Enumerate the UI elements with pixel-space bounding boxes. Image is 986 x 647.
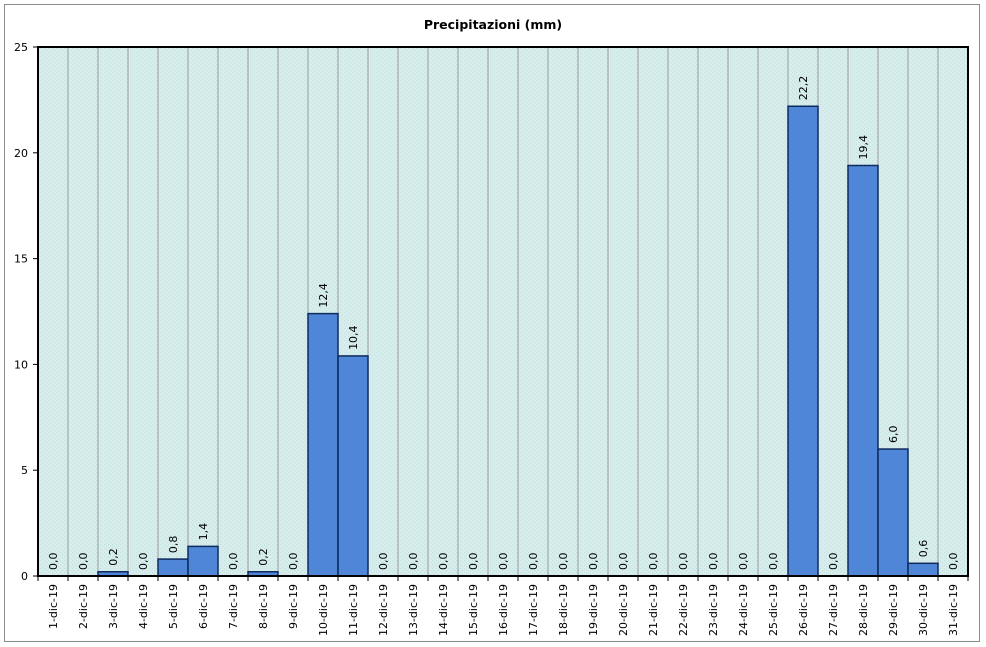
- bars: [97, 105, 939, 577]
- data-label: 0,0: [647, 553, 660, 571]
- x-tick-label: 28-dic-19: [857, 584, 870, 636]
- data-labels: 0,0 0,0 0,2 0,0 0,8 1,4 0,0 0,2 0,0 12,4 10,4 0,0 0,…: [47, 76, 960, 570]
- data-label: 0,6: [917, 540, 930, 558]
- data-label: 6,0: [887, 426, 900, 444]
- data-label: 0,0: [47, 553, 60, 571]
- data-label: 0,0: [377, 553, 390, 571]
- data-label: 0,0: [77, 553, 90, 571]
- x-tick-label: 27-dic-19: [827, 584, 840, 636]
- data-label: 0,0: [737, 553, 750, 571]
- x-tick-label: 3-dic-19: [107, 584, 120, 629]
- y-tick-label: 5: [21, 464, 28, 477]
- x-tick-label: 11-dic-19: [347, 584, 360, 636]
- bar: [907, 562, 939, 577]
- data-label: 0,0: [707, 553, 720, 571]
- x-tick-label: 25-dic-19: [767, 584, 780, 636]
- plot-area: [38, 47, 968, 576]
- data-label: 19,4: [857, 135, 870, 160]
- bar: [187, 545, 219, 577]
- x-tick-label: 15-dic-19: [467, 584, 480, 636]
- y-tick-label: 0: [21, 570, 28, 583]
- data-label: 0,0: [677, 553, 690, 571]
- chart-title: Precipitazioni (mm): [424, 17, 562, 32]
- x-tick-label: 17-dic-19: [527, 584, 540, 636]
- data-label: 0,0: [437, 553, 450, 571]
- x-tick-label: 20-dic-19: [617, 584, 630, 636]
- data-label: 0,2: [257, 548, 270, 566]
- data-label: 12,4: [317, 283, 330, 308]
- bar: [877, 448, 909, 577]
- data-label: 0,8: [167, 536, 180, 554]
- data-label: 0,0: [767, 553, 780, 571]
- x-tick-label: 7-dic-19: [227, 584, 240, 629]
- data-label: 0,0: [827, 553, 840, 571]
- x-tick-label: 4-dic-19: [137, 584, 150, 629]
- y-tick-label: 25: [14, 41, 28, 54]
- x-tick-label: 12-dic-19: [377, 584, 390, 636]
- data-label: 0,0: [617, 553, 630, 571]
- x-tick-label: 19-dic-19: [587, 584, 600, 636]
- data-label: 22,2: [797, 76, 810, 101]
- x-tick-label: 31-dic-19: [947, 584, 960, 636]
- x-tick-label: 21-dic-19: [647, 584, 660, 636]
- data-label: 0,0: [497, 553, 510, 571]
- bar: [307, 312, 339, 577]
- y-axis: 0 5 10 15 20 25: [14, 41, 38, 583]
- x-tick-label: 10-dic-19: [317, 584, 330, 636]
- x-axis: 1-dic-19 2-dic-19 3-dic-19 4-dic-19 5-dic-19…: [37, 576, 969, 636]
- data-label: 0,0: [287, 553, 300, 571]
- data-label: 0,0: [947, 553, 960, 571]
- data-label: 0,0: [467, 553, 480, 571]
- data-label: 10,4: [347, 325, 360, 350]
- x-tick-label: 18-dic-19: [557, 584, 570, 636]
- data-label: 0,0: [557, 553, 570, 571]
- x-tick-label: 2-dic-19: [77, 584, 90, 629]
- x-tick-label: 9-dic-19: [287, 584, 300, 629]
- data-label: 0,0: [527, 553, 540, 571]
- y-tick-label: 20: [14, 147, 28, 160]
- x-tick-label: 30-dic-19: [917, 584, 930, 636]
- plot-border: [37, 46, 969, 577]
- x-tick-label: 5-dic-19: [167, 584, 180, 629]
- bar: [847, 164, 879, 577]
- x-tick-label: 13-dic-19: [407, 584, 420, 636]
- x-tick-label: 22-dic-19: [677, 584, 690, 636]
- bar: [787, 105, 819, 577]
- data-label: 1,4: [197, 523, 210, 541]
- y-tick-label: 10: [14, 358, 28, 371]
- data-label: 0,0: [407, 553, 420, 571]
- x-tick-label: 29-dic-19: [887, 584, 900, 636]
- x-tick-label: 1-dic-19: [47, 584, 60, 629]
- y-tick-label: 15: [14, 253, 28, 266]
- x-tick-label: 6-dic-19: [197, 584, 210, 629]
- x-tick-label: 14-dic-19: [437, 584, 450, 636]
- x-tick-label: 8-dic-19: [257, 584, 270, 629]
- x-tick-label: 23-dic-19: [707, 584, 720, 636]
- bar: [337, 355, 369, 577]
- data-label: 0,0: [137, 553, 150, 571]
- data-label: 0,2: [107, 548, 120, 566]
- data-label: 0,0: [587, 553, 600, 571]
- x-tick-label: 16-dic-19: [497, 584, 510, 636]
- x-tick-label: 26-dic-19: [797, 584, 810, 636]
- data-label: 0,0: [227, 553, 240, 571]
- x-tick-label: 24-dic-19: [737, 584, 750, 636]
- bar: [157, 558, 189, 577]
